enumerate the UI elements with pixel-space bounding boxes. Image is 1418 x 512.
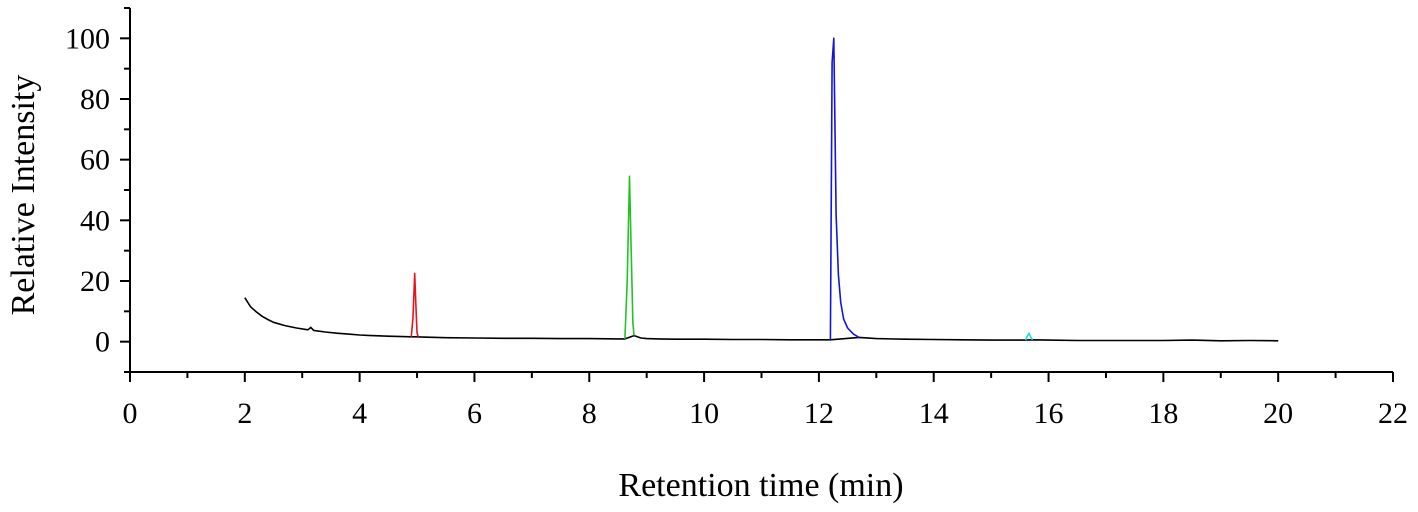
x-tick-label: 16 (1034, 397, 1064, 430)
x-tick-label: 2 (237, 397, 252, 430)
plot-series-group (244, 37, 1279, 342)
y-tick-label: 80 (80, 83, 110, 116)
x-tick-label: 0 (123, 397, 138, 430)
y-axis-title: Relative Intensity (5, 75, 42, 316)
ticks-group: 0 2 4 6 8 10 12 14 16 18 20 22 0 20 40 60 80 100 (65, 7, 1408, 430)
x-tick-label: 10 (689, 397, 719, 430)
x-tick-label: 4 (352, 397, 367, 430)
y-tick-label: 40 (80, 204, 110, 237)
axes-group (129, 8, 1393, 373)
y-tick-label: 20 (80, 265, 110, 298)
series-line-0 (244, 297, 1279, 342)
series-line-4 (1024, 332, 1034, 341)
series-line-2 (624, 175, 635, 339)
x-tick-label: 22 (1378, 397, 1408, 430)
x-tick-label: 18 (1148, 397, 1178, 430)
y-tick-label: 100 (65, 22, 110, 55)
x-tick-label: 6 (467, 397, 482, 430)
y-tick-label: 0 (95, 326, 110, 359)
series-line-3 (829, 37, 860, 340)
x-tick-label: 14 (919, 397, 949, 430)
x-tick-label: 20 (1263, 397, 1293, 430)
y-tick-label: 60 (80, 144, 110, 177)
series-line-1 (410, 272, 419, 338)
x-tick-label: 12 (804, 397, 834, 430)
x-tick-label: 8 (582, 397, 597, 430)
x-axis-title: Retention time (min) (618, 467, 903, 504)
